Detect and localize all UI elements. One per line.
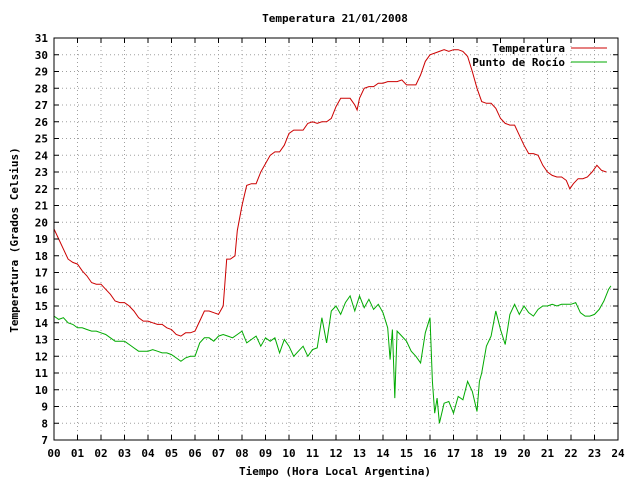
y-tick-label: 18 — [35, 250, 48, 263]
x-tick-label: 04 — [141, 447, 155, 460]
x-tick-label: 03 — [118, 447, 131, 460]
y-tick-label: 17 — [35, 267, 48, 280]
series-layer — [53, 49, 612, 424]
x-tick-label: 24 — [611, 447, 625, 460]
series-line-temperatura — [53, 49, 607, 337]
x-tick-label: 06 — [188, 447, 202, 460]
x-tick-label: 02 — [94, 447, 107, 460]
y-tick-label: 24 — [35, 149, 49, 162]
x-tick-label: 00 — [47, 447, 60, 460]
y-tick-label: 21 — [35, 200, 49, 213]
x-tick-label: 17 — [447, 447, 460, 460]
y-tick-label: 15 — [35, 300, 48, 313]
x-tick-label: 10 — [282, 447, 295, 460]
y-tick-label: 27 — [35, 99, 48, 112]
y-axis-label: Temperatura (Grados Celsius) — [8, 147, 21, 332]
x-tick-label: 07 — [212, 447, 225, 460]
y-tick-label: 8 — [41, 417, 48, 430]
x-tick-label: 15 — [400, 447, 413, 460]
x-tick-label: 20 — [517, 447, 530, 460]
y-tick-label: 14 — [35, 317, 49, 330]
y-tick-label: 20 — [35, 216, 48, 229]
y-tick-label: 7 — [41, 434, 48, 447]
x-tick-label: 18 — [470, 447, 483, 460]
y-tick-label: 25 — [35, 133, 48, 146]
y-tick-label: 26 — [35, 116, 49, 129]
y-tick-label: 19 — [35, 233, 48, 246]
x-tick-label: 13 — [353, 447, 366, 460]
x-tick-label: 14 — [376, 447, 390, 460]
y-tick-label: 12 — [35, 350, 48, 363]
x-axis-label: Tiempo (Hora Local Argentina) — [239, 465, 431, 478]
x-tick-label: 22 — [564, 447, 577, 460]
x-tick-label: 19 — [494, 447, 507, 460]
series-line-punto-de-rocio — [53, 285, 612, 424]
x-tick-label: 05 — [165, 447, 178, 460]
x-tick-label: 21 — [541, 447, 555, 460]
x-tick-label: 16 — [423, 447, 437, 460]
y-tick-label: 13 — [35, 334, 48, 347]
x-tick-label: 11 — [306, 447, 320, 460]
legend-label-punto-de-rocio: Punto de Rocío — [472, 56, 565, 69]
x-tick-label: 23 — [588, 447, 601, 460]
grid — [54, 38, 618, 440]
y-tick-label: 11 — [35, 367, 49, 380]
y-tick-label: 28 — [35, 82, 48, 95]
x-tick-label: 12 — [329, 447, 342, 460]
y-tick-label: 22 — [35, 183, 48, 196]
legend-label-temperatura: Temperatura — [492, 42, 565, 55]
x-tick-label: 09 — [259, 447, 272, 460]
legend: Temperatura Punto de Rocío — [472, 42, 607, 69]
x-tick-label: 08 — [235, 447, 248, 460]
y-tick-label: 9 — [41, 401, 48, 414]
y-tick-label: 29 — [35, 66, 48, 79]
y-tick-label: 10 — [35, 384, 48, 397]
y-tick-label: 30 — [35, 49, 48, 62]
x-tick-label: 01 — [71, 447, 85, 460]
ticks: 7 8 9 10 11 12 13 14 15 16 17 18 19 20 21 22 23 24 25 26 27 2… — [35, 32, 625, 460]
chart-title: Temperatura 21/01/2008 — [262, 12, 408, 25]
y-tick-label: 23 — [35, 166, 48, 179]
y-tick-label: 31 — [35, 32, 49, 45]
y-tick-label: 16 — [35, 283, 49, 296]
